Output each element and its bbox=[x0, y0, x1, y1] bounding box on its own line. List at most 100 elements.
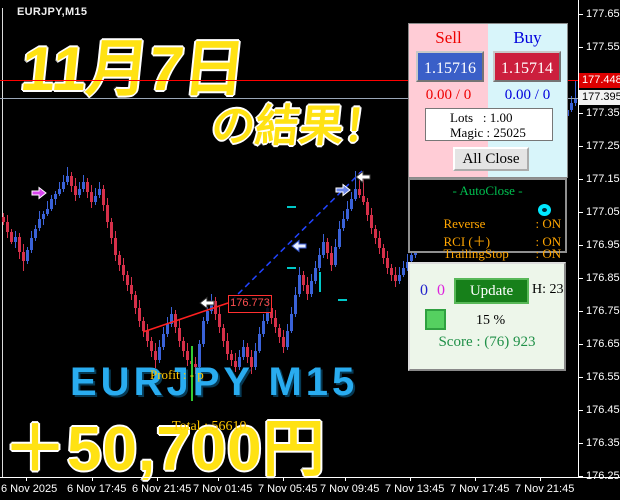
signal-arrow-icon bbox=[199, 296, 215, 310]
candle-body bbox=[386, 258, 389, 269]
candle-body bbox=[402, 268, 405, 275]
candle-body bbox=[342, 218, 345, 229]
candle-body bbox=[10, 231, 13, 242]
ea-profit-text: Profit : - p bbox=[150, 367, 204, 382]
all-close-button[interactable]: All Close bbox=[453, 147, 529, 171]
price-axis-tick bbox=[579, 245, 583, 246]
candle-body bbox=[234, 360, 237, 368]
candle-body bbox=[182, 340, 185, 351]
price-axis-tick bbox=[579, 311, 583, 312]
candle-body bbox=[318, 254, 321, 269]
chart-annotations bbox=[31, 170, 371, 401]
candle-body bbox=[126, 274, 129, 285]
candle-body bbox=[202, 320, 205, 344]
count-blue: 0 bbox=[420, 282, 428, 299]
candle-body bbox=[130, 284, 133, 295]
candle-body bbox=[62, 182, 65, 189]
autoclose-status-indicator-icon[interactable] bbox=[538, 204, 551, 216]
candle-body bbox=[354, 188, 357, 199]
chart-left-separator-line bbox=[2, 8, 3, 477]
candle-body bbox=[186, 350, 189, 361]
sell-ratio-text: 0.00 / 0 bbox=[425, 87, 472, 103]
candle-body bbox=[306, 284, 309, 295]
time-axis-label: 7 Nov 13:45 bbox=[385, 483, 445, 495]
update-panel: 0 0 Update H: 23 15 % Score : (76) 923 bbox=[408, 262, 566, 371]
candle-body bbox=[266, 307, 269, 321]
candle-body bbox=[290, 314, 293, 331]
trend-line[interactable] bbox=[230, 170, 363, 302]
candle-body bbox=[334, 246, 337, 265]
candle-wick bbox=[575, 80, 576, 106]
time-axis-tick bbox=[92, 478, 93, 481]
price-axis-tick bbox=[579, 410, 583, 411]
candle-body bbox=[398, 274, 401, 282]
price-axis[interactable]: 177.448 177.395 177.650 177.550 177.350 177… bbox=[578, 0, 620, 482]
candle-body bbox=[298, 274, 301, 295]
time-axis-tick bbox=[218, 478, 219, 481]
indicator-mark bbox=[338, 299, 347, 301]
candle-body bbox=[46, 208, 49, 214]
buy-price-button[interactable]: 1.15714 bbox=[493, 51, 561, 82]
candle-body bbox=[122, 264, 125, 275]
candle-body bbox=[58, 188, 61, 194]
candle-body bbox=[358, 188, 361, 196]
candle-body bbox=[570, 103, 573, 110]
signal-arrow-icon bbox=[291, 239, 307, 253]
candle-body bbox=[242, 347, 245, 358]
price-axis-tick bbox=[579, 47, 583, 48]
candle-body bbox=[250, 357, 253, 368]
profit-banner-text: ＋50,700円 bbox=[4, 415, 326, 484]
indicator-mark bbox=[319, 272, 321, 292]
price-axis-label: 176.350 bbox=[586, 437, 620, 449]
time-axis-label: 6 Nov 21:45 bbox=[132, 483, 192, 495]
candle-body bbox=[410, 254, 413, 262]
candle-body bbox=[218, 314, 221, 328]
price-axis-tick bbox=[579, 377, 583, 378]
candle-body bbox=[282, 337, 285, 348]
price-axis-tick bbox=[579, 212, 583, 213]
price-axis-label: 177.650 bbox=[586, 8, 620, 20]
update-button[interactable]: Update bbox=[454, 278, 529, 304]
signal-arrow-icon bbox=[335, 183, 351, 197]
candle-body bbox=[118, 254, 121, 265]
candle-body bbox=[54, 193, 57, 199]
price-axis-tick bbox=[579, 344, 583, 345]
candle-body bbox=[102, 188, 105, 206]
time-axis[interactable]: 6 Nov 2025 6 Nov 17:45 6 Nov 21:45 7 Nov 01… bbox=[0, 477, 620, 500]
time-axis-label: 6 Nov 17:45 bbox=[67, 483, 127, 495]
price-axis-label: 176.950 bbox=[586, 239, 620, 251]
candle-body bbox=[22, 251, 25, 262]
bid-price-line bbox=[0, 98, 578, 99]
candle-body bbox=[142, 320, 145, 331]
candle-wick bbox=[363, 175, 364, 205]
candle-body bbox=[90, 192, 93, 203]
candle-body bbox=[50, 198, 53, 209]
price-annotation-box[interactable]: 176.773 bbox=[228, 295, 272, 313]
time-axis-label: 6 Nov 2025 bbox=[1, 483, 58, 495]
candle-body bbox=[338, 228, 341, 247]
price-axis-tick bbox=[579, 113, 583, 114]
candle-body bbox=[294, 294, 297, 315]
candle-body bbox=[258, 334, 261, 351]
candle-body bbox=[70, 175, 73, 186]
autoclose-title: - AutoClose - bbox=[452, 183, 523, 198]
indicator-mark bbox=[287, 267, 296, 269]
candle-body bbox=[198, 344, 201, 368]
candle-body bbox=[82, 182, 85, 189]
sell-price-button[interactable]: 1.15716 bbox=[416, 51, 484, 82]
candle-body bbox=[394, 274, 397, 282]
overlay-text-layer: Profit : - p Total : 56610 11月7日 の結果！ EU… bbox=[4, 35, 390, 484]
time-axis-tick bbox=[157, 478, 158, 481]
time-axis-tick bbox=[410, 478, 411, 481]
candle-body bbox=[86, 182, 89, 193]
candle-wick bbox=[359, 172, 360, 199]
price-axis-label: 177.050 bbox=[586, 206, 620, 218]
candle-body bbox=[406, 261, 409, 269]
trend-line[interactable] bbox=[142, 302, 229, 333]
price-axis-label: 176.250 bbox=[586, 470, 620, 482]
candle-body bbox=[110, 221, 113, 239]
candle-body bbox=[114, 238, 117, 255]
candle-body bbox=[366, 202, 369, 216]
time-axis-tick bbox=[475, 478, 476, 481]
candle-body bbox=[94, 195, 97, 203]
